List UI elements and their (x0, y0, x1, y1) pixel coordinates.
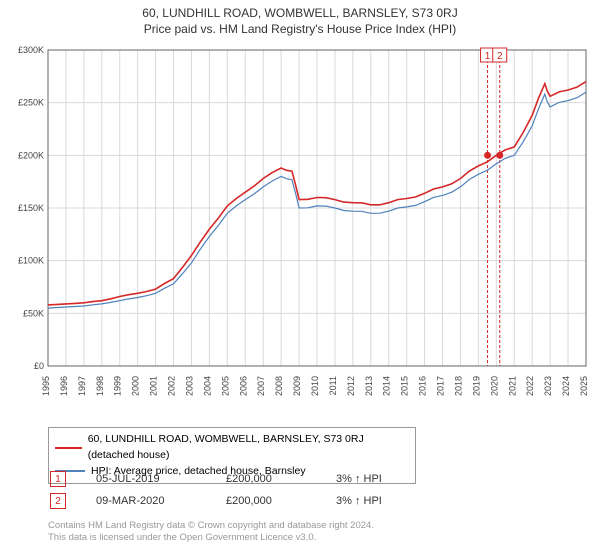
data-licence-footer: Contains HM Land Registry data © Crown c… (48, 520, 374, 545)
svg-text:1995: 1995 (41, 376, 51, 396)
svg-text:£50K: £50K (23, 308, 44, 318)
transaction-marker-badge: 1 (50, 471, 66, 487)
legend-swatch (55, 447, 82, 449)
svg-text:1999: 1999 (113, 376, 123, 396)
svg-text:£100K: £100K (18, 256, 44, 266)
svg-text:2008: 2008 (274, 376, 284, 396)
footer-line1: Contains HM Land Registry data © Crown c… (48, 520, 374, 532)
transaction-change: 3% ↑ HPI (336, 473, 436, 485)
transaction-row: 2 09-MAR-2020£200,0003% ↑ HPI (48, 490, 588, 512)
svg-text:1997: 1997 (77, 376, 87, 396)
transaction-price: £200,000 (226, 495, 336, 507)
legend-label: 60, LUNDHILL ROAD, WOMBWELL, BARNSLEY, S… (88, 432, 409, 464)
svg-text:2012: 2012 (346, 376, 356, 396)
svg-text:£250K: £250K (18, 98, 44, 108)
svg-text:1996: 1996 (59, 376, 69, 396)
svg-text:2001: 2001 (149, 376, 159, 396)
svg-text:2003: 2003 (184, 376, 194, 396)
transaction-price: £200,000 (226, 473, 336, 485)
svg-text:2021: 2021 (507, 376, 517, 396)
svg-text:2000: 2000 (131, 376, 141, 396)
svg-text:2019: 2019 (471, 376, 481, 396)
chart-title-line1: 60, LUNDHILL ROAD, WOMBWELL, BARNSLEY, S… (0, 0, 600, 20)
svg-text:2002: 2002 (167, 376, 177, 396)
svg-text:2020: 2020 (489, 376, 499, 396)
transaction-marker-badge: 2 (50, 493, 66, 509)
svg-text:2013: 2013 (364, 376, 374, 396)
svg-text:£0: £0 (34, 361, 44, 371)
svg-text:2014: 2014 (382, 376, 392, 396)
transaction-date: 05-JUL-2019 (96, 473, 226, 485)
svg-text:2016: 2016 (418, 376, 428, 396)
svg-text:2025: 2025 (579, 376, 589, 396)
transaction-row: 1 05-JUL-2019£200,0003% ↑ HPI (48, 468, 588, 490)
svg-text:2017: 2017 (436, 376, 446, 396)
transactions-table: 1 05-JUL-2019£200,0003% ↑ HPI 2 09-MAR-2020… (48, 468, 588, 512)
svg-text:£150K: £150K (18, 203, 44, 213)
svg-text:£200K: £200K (18, 150, 44, 160)
svg-text:2024: 2024 (561, 376, 571, 396)
footer-line2: This data is licensed under the Open Gov… (48, 532, 374, 544)
svg-text:1: 1 (485, 51, 491, 62)
svg-text:2009: 2009 (292, 376, 302, 396)
legend-item: 60, LUNDHILL ROAD, WOMBWELL, BARNSLEY, S… (55, 432, 409, 464)
svg-text:2: 2 (497, 51, 503, 62)
svg-text:1998: 1998 (95, 376, 105, 396)
chart-container: 60, LUNDHILL ROAD, WOMBWELL, BARNSLEY, S… (0, 0, 600, 560)
svg-text:2004: 2004 (202, 376, 212, 396)
transaction-date: 09-MAR-2020 (96, 495, 226, 507)
svg-text:2011: 2011 (328, 376, 338, 395)
svg-text:£300K: £300K (18, 45, 44, 55)
svg-text:2007: 2007 (256, 376, 266, 396)
svg-text:2010: 2010 (310, 376, 320, 396)
svg-text:2022: 2022 (525, 376, 535, 396)
svg-text:2023: 2023 (543, 376, 553, 396)
chart-title-line2: Price paid vs. HM Land Registry's House … (0, 20, 600, 36)
svg-text:2015: 2015 (400, 376, 410, 396)
svg-text:2006: 2006 (238, 376, 248, 396)
line-chart: £0£50K£100K£150K£200K£250K£300K199519961… (48, 44, 588, 414)
svg-text:2018: 2018 (453, 376, 463, 396)
transaction-change: 3% ↑ HPI (336, 495, 436, 507)
svg-text:2005: 2005 (220, 376, 230, 396)
